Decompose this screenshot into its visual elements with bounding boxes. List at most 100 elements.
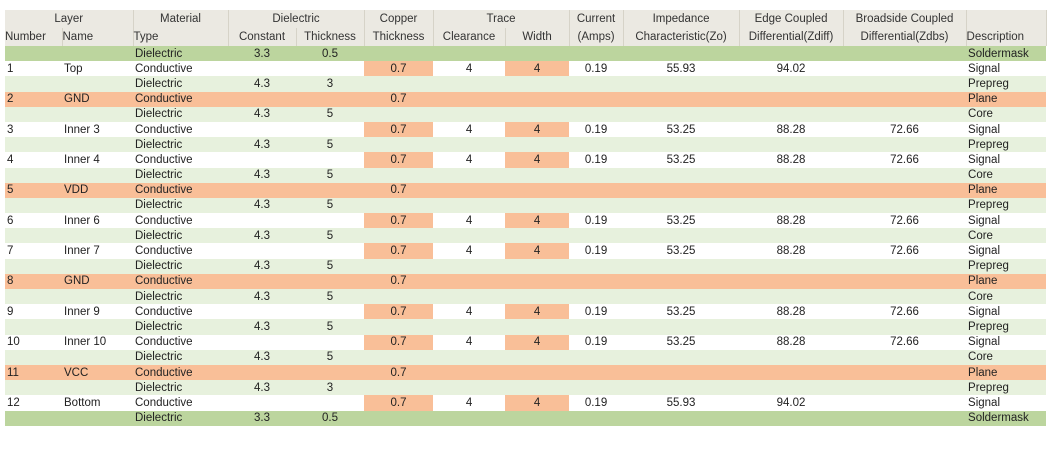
- table-cell[interactable]: 3: [296, 76, 365, 92]
- table-cell[interactable]: [623, 289, 740, 305]
- table-cell[interactable]: 0.7: [364, 182, 434, 198]
- table-cell[interactable]: [843, 289, 967, 305]
- table-cell[interactable]: 0.19: [569, 304, 624, 320]
- table-cell[interactable]: [739, 106, 844, 122]
- table-cell[interactable]: 5: [296, 137, 365, 153]
- table-cell[interactable]: 8: [5, 273, 62, 289]
- table-cell[interactable]: [296, 182, 365, 198]
- table-cell[interactable]: 4.3: [228, 380, 296, 396]
- table-cell[interactable]: [296, 395, 365, 411]
- column-header[interactable]: Name: [62, 28, 134, 46]
- table-cell[interactable]: 4.3: [228, 319, 296, 335]
- table-cell[interactable]: [505, 76, 570, 92]
- table-cell[interactable]: [364, 258, 434, 274]
- table-cell[interactable]: 53.25: [623, 243, 740, 259]
- table-cell[interactable]: [228, 304, 296, 320]
- column-header[interactable]: Differential(Zdiff): [739, 28, 844, 46]
- table-cell[interactable]: [623, 380, 740, 396]
- table-cell[interactable]: [364, 349, 434, 365]
- table-cell[interactable]: [433, 91, 506, 107]
- table-cell[interactable]: Conductive: [133, 273, 228, 289]
- table-cell[interactable]: [739, 228, 844, 244]
- table-cell[interactable]: 9: [5, 304, 62, 320]
- table-cell[interactable]: [623, 319, 740, 335]
- table-cell[interactable]: Dielectric: [133, 289, 228, 305]
- table-cell[interactable]: 4: [433, 304, 506, 320]
- table-cell[interactable]: Plane: [966, 273, 1047, 289]
- table-cell[interactable]: [5, 319, 62, 335]
- table-cell[interactable]: 88.28: [739, 334, 844, 350]
- table-cell[interactable]: [364, 197, 434, 214]
- table-row[interactable]: Dielectric 3.3 0.5 Soldermask: [5, 410, 1047, 426]
- table-cell[interactable]: [569, 319, 624, 335]
- table-row[interactable]: Dielectric 3.3 0.5 Soldermask: [5, 46, 1047, 62]
- table-cell[interactable]: [843, 197, 967, 214]
- table-cell[interactable]: 0.19: [569, 395, 624, 411]
- table-cell[interactable]: [623, 46, 740, 62]
- table-cell[interactable]: Inner 10: [62, 334, 133, 350]
- table-cell[interactable]: Dielectric: [133, 106, 228, 122]
- table-cell[interactable]: 0.19: [569, 334, 624, 350]
- table-cell[interactable]: [433, 182, 506, 198]
- table-cell[interactable]: Inner 4: [62, 152, 133, 168]
- table-cell[interactable]: Signal: [966, 213, 1047, 229]
- table-cell[interactable]: 5: [296, 106, 365, 122]
- table-cell[interactable]: 5: [296, 197, 365, 214]
- table-cell[interactable]: [433, 197, 506, 214]
- table-cell[interactable]: [739, 349, 844, 365]
- table-row[interactable]: 5 VDD Conductive 0.7 Plane: [5, 182, 1047, 198]
- table-cell[interactable]: [505, 137, 570, 153]
- table-cell[interactable]: [433, 364, 506, 381]
- table-cell[interactable]: 4.3: [228, 106, 296, 122]
- table-cell[interactable]: [505, 364, 570, 381]
- table-cell[interactable]: [364, 46, 434, 62]
- table-cell[interactable]: [739, 410, 844, 426]
- table-row[interactable]: Dielectric 4.3 5 Core: [5, 289, 1047, 305]
- table-cell[interactable]: 4.3: [228, 197, 296, 214]
- table-cell[interactable]: Signal: [966, 152, 1047, 168]
- table-cell[interactable]: 4: [433, 213, 506, 229]
- table-cell[interactable]: [62, 258, 133, 274]
- table-cell[interactable]: [228, 334, 296, 350]
- table-cell[interactable]: [228, 91, 296, 107]
- table-cell[interactable]: 72.66: [843, 334, 967, 350]
- table-cell[interactable]: 0.7: [364, 304, 434, 320]
- table-cell[interactable]: [5, 137, 62, 153]
- column-header[interactable]: Differential(Zdbs): [843, 28, 967, 46]
- table-cell[interactable]: [739, 319, 844, 335]
- column-header[interactable]: Description: [966, 28, 1047, 46]
- table-cell[interactable]: 5: [5, 182, 62, 198]
- table-cell[interactable]: Dielectric: [133, 228, 228, 244]
- table-cell[interactable]: [843, 319, 967, 335]
- table-cell[interactable]: 4: [505, 121, 570, 138]
- column-header[interactable]: Number: [5, 28, 63, 46]
- table-cell[interactable]: [569, 167, 624, 183]
- table-cell[interactable]: 11: [5, 364, 62, 381]
- table-cell[interactable]: [739, 273, 844, 289]
- table-cell[interactable]: [623, 76, 740, 92]
- table-cell[interactable]: Dielectric: [133, 349, 228, 365]
- table-row[interactable]: Dielectric 4.3 3 Prepreg: [5, 380, 1047, 396]
- table-cell[interactable]: [228, 364, 296, 381]
- table-cell[interactable]: 53.25: [623, 152, 740, 168]
- table-cell[interactable]: 0.7: [364, 395, 434, 411]
- table-cell[interactable]: [5, 349, 62, 365]
- table-cell[interactable]: Prepreg: [966, 258, 1047, 274]
- table-cell[interactable]: Dielectric: [133, 319, 228, 335]
- table-cell[interactable]: [739, 289, 844, 305]
- table-cell[interactable]: [433, 46, 506, 62]
- table-cell[interactable]: 0.7: [364, 243, 434, 259]
- table-cell[interactable]: Conductive: [133, 91, 228, 107]
- table-cell[interactable]: [739, 76, 844, 92]
- table-cell[interactable]: [739, 182, 844, 198]
- table-cell[interactable]: [62, 410, 133, 426]
- table-cell[interactable]: [843, 46, 967, 62]
- table-cell[interactable]: [739, 197, 844, 214]
- table-cell[interactable]: [364, 76, 434, 92]
- table-cell[interactable]: Prepreg: [966, 76, 1047, 92]
- table-cell[interactable]: 4: [505, 152, 570, 168]
- table-cell[interactable]: [5, 289, 62, 305]
- table-cell[interactable]: 0.7: [364, 213, 434, 229]
- table-cell[interactable]: 88.28: [739, 213, 844, 229]
- table-cell[interactable]: 4: [433, 334, 506, 350]
